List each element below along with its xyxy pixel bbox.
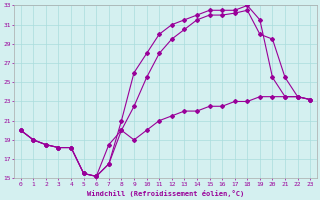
X-axis label: Windchill (Refroidissement éolien,°C): Windchill (Refroidissement éolien,°C): [87, 190, 244, 197]
